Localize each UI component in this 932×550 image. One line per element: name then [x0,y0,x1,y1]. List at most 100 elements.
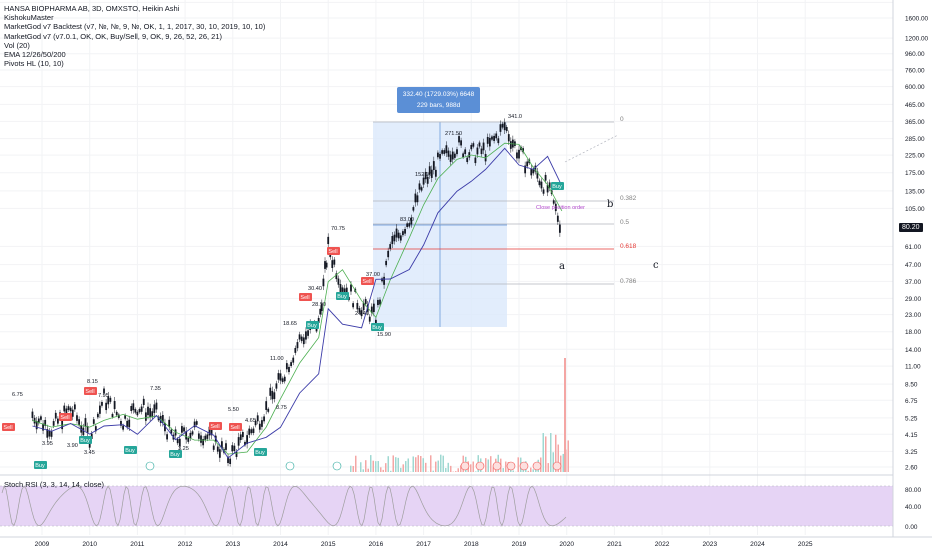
candle-body [558,224,561,233]
candle-body [456,149,458,155]
rsi-axis-label: 40.00 [905,504,921,511]
candle-body [35,420,38,430]
volume-bar [485,458,487,472]
volume-bar [487,459,489,472]
signal-badge [371,323,384,331]
candle-body [319,308,322,315]
volume-bar [527,470,529,472]
price-axis-label: 2.60 [905,465,918,472]
candle-body [170,429,173,434]
candle-body [101,402,103,406]
candle-body [474,157,477,164]
chart-legend: HANSA BIOPHARMA AB, 3D, OMXSTO, Heikin A… [4,4,265,68]
indicator-line-6[interactable]: Pivots HL (10, 10) [4,59,64,69]
symbol-title: HANSA BIOPHARMA AB, 3D, OMXSTO, Heikin A… [4,4,180,13]
candle-body [120,420,122,426]
candle-body [451,151,454,160]
price-axis-label: 29.00 [905,296,921,303]
candle-body [185,431,188,440]
signal-label: Sell [328,249,337,255]
candle-body [239,434,242,441]
candle-body [181,426,183,433]
candle-body [470,144,473,150]
candle-body [164,422,166,432]
price-annotation: 7.35 [150,386,161,392]
candle-body [193,421,196,428]
candle-body [476,147,479,155]
rsi-band [0,486,893,526]
signal-label: Buy [307,323,317,329]
volume-bar [457,468,459,472]
price-annotation: 70.75 [331,226,345,232]
candle-body [556,215,559,222]
candle-body [140,406,143,412]
signal-label: Buy [372,325,382,331]
annotation-a: a [559,261,565,272]
volume-bar [407,458,409,472]
candle-body [362,302,365,311]
price-axis-label: 175.00 [905,170,925,177]
candle-body [204,435,207,441]
price-axis-label: 1200.00 [905,36,929,43]
candle-body [426,176,429,184]
candle-body [420,187,423,191]
volume-bar [380,467,382,472]
volume-bar [425,462,427,472]
indicator-line-2[interactable]: MarketGod v7 Backtest (v7, №, №, 9, №, O… [4,22,266,32]
signal-badge [169,450,182,458]
candle-body [88,442,91,448]
candle-body [220,441,223,449]
volume-bar [517,457,519,472]
indicator-line-3[interactable]: MarketGod v7 (v7.0.1, OK, OK, Buy/Sell, … [4,31,223,41]
price-axis-label: 23.00 [905,312,921,319]
volume-bar [552,452,554,472]
price-axis-label: 760.00 [905,68,925,75]
candle-body [501,123,504,128]
candle-body [449,154,452,162]
candle-body [44,419,47,426]
candle-body [315,328,318,332]
candle-body [333,259,336,265]
candle-body [57,418,59,424]
candle-body [430,169,433,178]
volume-bar [490,456,492,472]
volume-bar [422,458,424,472]
candle-body [250,429,253,434]
candle-body [505,126,508,132]
candle-body [37,418,40,424]
candle-body [126,420,129,427]
candle-body [31,411,34,418]
candle-body [335,273,338,280]
indicator-line-4[interactable]: Vol (20) [4,40,30,50]
price-annotation: 3.45 [84,450,95,456]
candle-body [516,152,518,159]
fib-level-0382: 0.382 [620,195,637,202]
signal-badge [34,461,47,469]
ema-slow-line [32,147,563,459]
signal-label: Sell [362,279,371,285]
candle-body [404,228,406,234]
indicator-line-5[interactable]: EMA 12/26/50/200 [4,50,66,60]
earnings-marker [475,461,485,471]
candle-body [52,421,55,426]
candle-body [275,383,278,389]
candle-body [71,409,74,417]
volume-bar [387,456,389,472]
price-annotation: 30.40 [308,286,322,292]
candle-body [235,451,238,457]
price-axis-label: 47.00 [905,262,921,269]
candle-body [208,426,211,436]
candle-body [138,409,141,413]
candle-body [256,415,259,422]
candle-body [532,168,535,174]
candle-body [402,231,404,236]
candle-body [67,406,70,411]
candle-body [428,166,431,175]
candle-body [331,260,334,268]
indicator-line-1[interactable]: KishokuMaster [4,13,54,23]
annotation-b: b [607,199,614,210]
stoch-rsi-label[interactable]: Stoch RSI (3, 3, 14, 14, close) [4,480,105,489]
volume-bar [555,434,557,472]
candle-body [518,149,520,159]
